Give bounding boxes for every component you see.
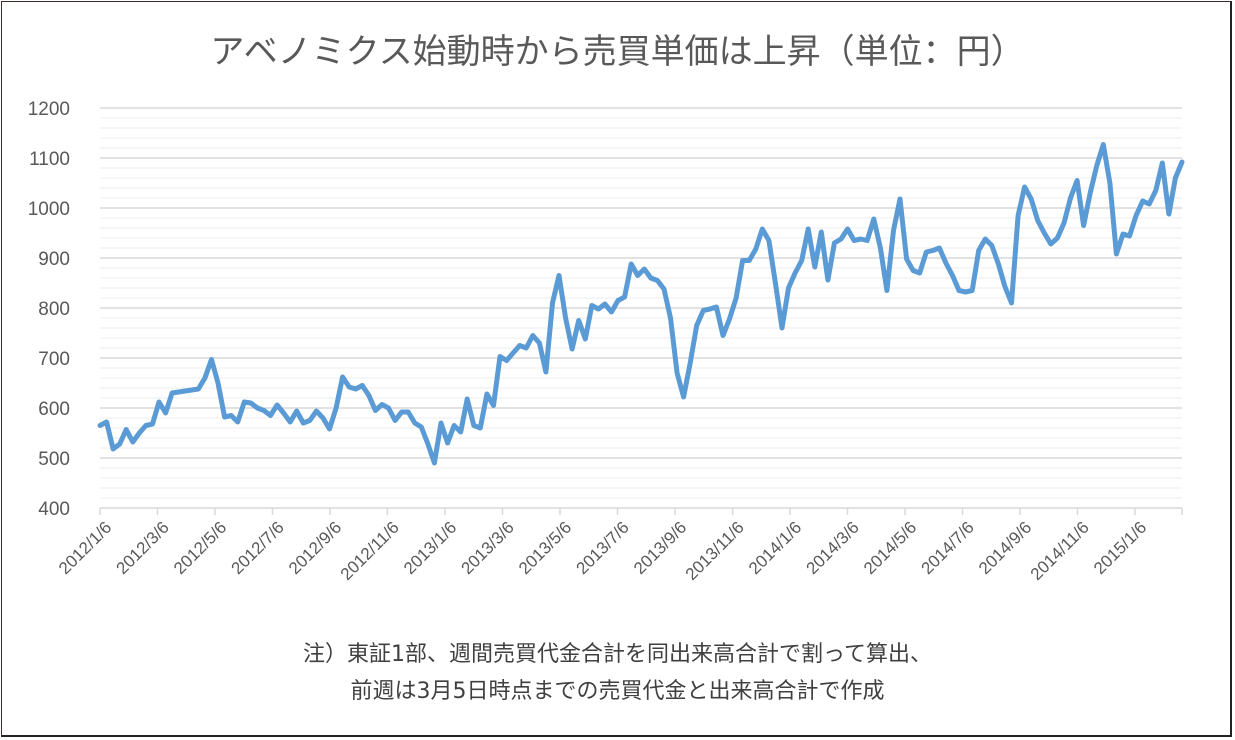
x-tick-label: 2014/1/6	[745, 518, 805, 578]
x-tick-label: 2013/11/6	[682, 518, 748, 584]
x-tick-label: 2012/11/6	[337, 518, 403, 584]
x-tick-label: 2014/3/6	[803, 518, 863, 578]
x-tick-label: 2014/7/6	[918, 518, 978, 578]
y-tick-label: 1000	[28, 199, 70, 220]
x-tick-label: 2013/7/6	[573, 518, 633, 578]
x-tick-label: 2014/5/6	[860, 518, 920, 578]
footnote-line-2: 前週は3月5日時点までの売買代金と出来高合計で作成	[350, 679, 885, 704]
x-tick-label: 2012/5/6	[170, 518, 230, 578]
x-tick-label: 2012/3/6	[113, 518, 173, 578]
x-tick-label: 2013/1/6	[400, 518, 460, 578]
x-tick-label: 2014/11/6	[1027, 518, 1093, 584]
x-tick-label: 2015/1/6	[1090, 518, 1150, 578]
x-tick-label: 2012/1/6	[55, 518, 115, 578]
x-tick-label: 2013/3/6	[458, 518, 518, 578]
y-tick-label: 1200	[28, 99, 70, 120]
x-tick-label: 2014/9/6	[975, 518, 1035, 578]
x-tick-label: 2012/9/6	[285, 518, 345, 578]
x-tick-label: 2013/5/6	[515, 518, 575, 578]
y-tick-label: 800	[38, 299, 70, 320]
x-axis: 2012/1/62012/3/62012/5/62012/7/62012/9/6…	[55, 507, 1183, 584]
y-tick-label: 400	[38, 499, 70, 520]
y-tick-label: 1100	[29, 149, 70, 170]
gridlines	[100, 107, 1182, 499]
x-tick-label: 2012/7/6	[228, 518, 288, 578]
y-tick-label: 600	[38, 399, 70, 420]
y-tick-label: 500	[38, 449, 70, 470]
y-axis: 400 500 600 700 800 900 1000 1100 1200	[28, 99, 70, 520]
chart-title: アベノミクス始動時から売買単価は上昇（単位：円）	[210, 32, 1025, 72]
y-tick-label: 700	[38, 349, 70, 370]
footnote-line-1: 注）東証1部、週間売買代金合計を同出来高合計で割って算出、	[303, 642, 932, 667]
price-series-line	[97, 142, 1185, 466]
y-tick-label: 900	[38, 249, 70, 270]
x-tick-label: 2013/9/6	[630, 518, 690, 578]
